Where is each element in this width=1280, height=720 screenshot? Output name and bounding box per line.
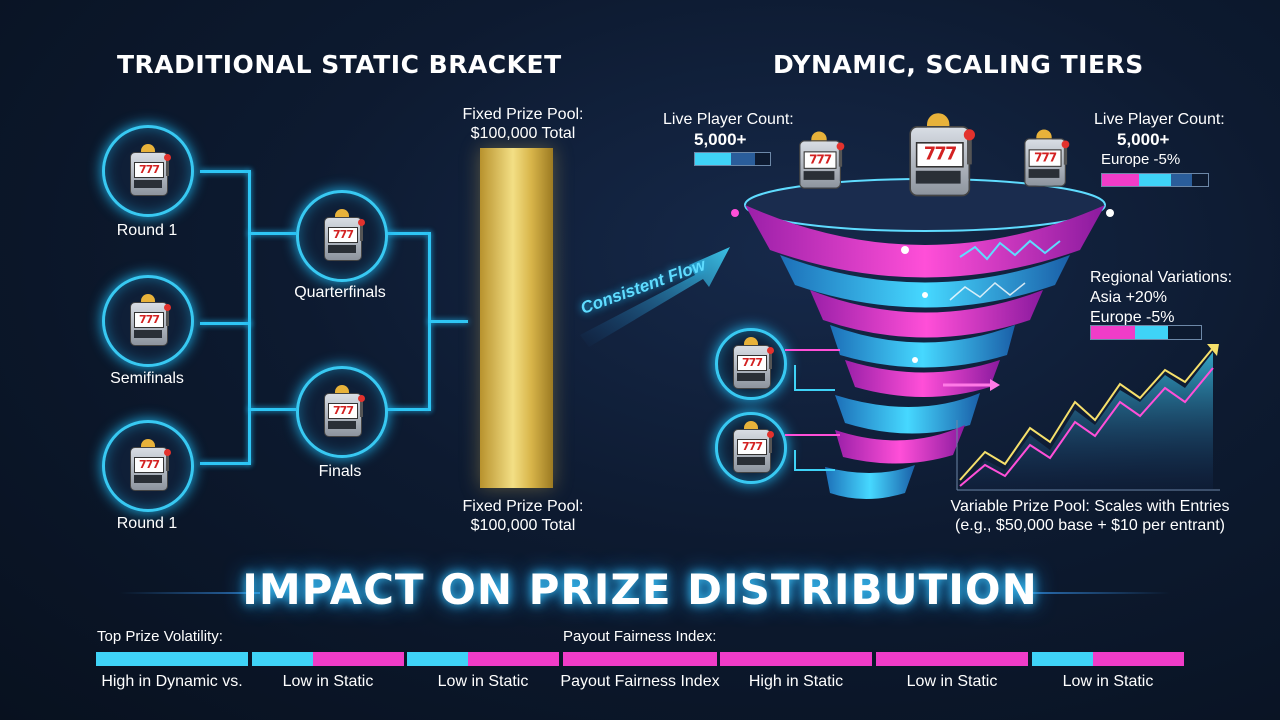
semifinals-label: Semifinals: [110, 370, 184, 387]
live-count-right-label: Live Player Count:: [1094, 111, 1225, 128]
slot-machine-icon: 777: [320, 383, 365, 437]
impact-label-7: Low in Static: [1062, 673, 1154, 690]
fixed-prize-bottom-label: Fixed Prize Pool: $100,000 Total: [448, 497, 598, 535]
fixed-prize-top-label: Fixed Prize Pool: $100,000 Total: [448, 105, 598, 143]
impact-bar-4: [563, 652, 717, 666]
impact-label-4: Payout Fairness Index: [560, 673, 720, 690]
finals-label: Finals: [318, 463, 362, 480]
impact-bar-5: [720, 652, 872, 666]
impact-bar-6: [876, 652, 1028, 666]
slot-machine-icon: 777: [126, 292, 171, 346]
slot-machine-icon: 777: [795, 129, 845, 189]
impact-title: IMPACT ON PRIZE DISTRIBUTION: [242, 565, 1038, 614]
slot-machine-icon: 777: [1020, 127, 1070, 187]
fixed-prize-pool-bar: [480, 148, 553, 488]
payout-fairness-label: Payout Fairness Index:: [563, 628, 717, 645]
regional-connectors: [785, 349, 840, 471]
slot-machine-icon: 777: [126, 142, 171, 196]
title-divider-right: [1030, 592, 1170, 594]
regional-node-upper: 777: [715, 328, 787, 400]
bracket-connector: [248, 408, 296, 411]
live-count-left-label: Live Player Count:: [663, 111, 794, 128]
round1-top-node: 777: [102, 125, 194, 217]
regional-bar: [1090, 325, 1202, 340]
scaling-tiers-funnel: [731, 178, 1114, 499]
impact-bar-7: [1032, 652, 1184, 666]
slot-machine-icon: 777: [126, 437, 171, 491]
regional-node-lower: 777: [715, 412, 787, 484]
static-bracket-title: TRADITIONAL STATIC BRACKET: [117, 50, 562, 79]
live-count-right-value: 5,000+: [1117, 130, 1170, 149]
finals-node: 777: [296, 366, 388, 458]
variable-prize-line1: Variable Prize Pool: Scales with Entries: [950, 498, 1230, 515]
impact-label-1: High in Dynamic vs.: [101, 673, 243, 690]
bracket-connector: [248, 322, 251, 465]
bracket-connector: [428, 320, 468, 323]
consistent-flow-arrow: [580, 247, 730, 347]
top-prize-volatility-label: Top Prize Volatility:: [97, 628, 223, 645]
impact-bar-1: [96, 652, 248, 666]
quarterfinals-label: Quarterfinals: [294, 284, 386, 301]
bracket-connector: [386, 232, 430, 235]
bracket-connector: [200, 170, 250, 173]
impact-bar-3: [407, 652, 559, 666]
round1-bottom-node: 777: [102, 420, 194, 512]
fixed-prize-bottom-line2: $100,000 Total: [470, 517, 576, 534]
impact-bar-2: [252, 652, 404, 666]
fixed-prize-top-line2: $100,000 Total: [470, 125, 576, 142]
variable-prize-label: Variable Prize Pool: Scales with Entries…: [950, 497, 1230, 535]
impact-label-6: Low in Static: [906, 673, 998, 690]
bracket-connector: [386, 408, 430, 411]
slot-machine-icon: 777: [729, 419, 774, 473]
regional-variations: Regional Variations: Asia +20% Europe -5…: [1090, 268, 1232, 328]
bracket-connector: [200, 462, 250, 465]
title-divider-left: [120, 592, 260, 594]
slot-machine-featured-icon: 777: [903, 110, 975, 197]
semifinals-node: 777: [102, 275, 194, 367]
round1-bottom-label: Round 1: [116, 515, 178, 532]
live-count-left-bar: [694, 152, 771, 166]
bracket-connector: [248, 232, 296, 235]
regional-europe: Europe -5%: [1090, 309, 1175, 326]
regional-title: Regional Variations:: [1090, 269, 1233, 286]
live-count-right-sub: Europe -5%: [1101, 151, 1181, 168]
fixed-prize-bottom-line1: Fixed Prize Pool:: [462, 498, 584, 515]
dynamic-tiers-title: DYNAMIC, SCALING TIERS: [773, 50, 1144, 79]
fixed-prize-top-line1: Fixed Prize Pool:: [462, 106, 584, 123]
slot-machine-icon: 777: [320, 207, 365, 261]
impact-label-3: Low in Static: [437, 673, 529, 690]
impact-label-2: Low in Static: [282, 673, 374, 690]
bracket-connector: [248, 170, 251, 325]
bracket-connector: [200, 322, 250, 325]
impact-label-5: High in Static: [748, 673, 844, 690]
live-count-right-bar: [1101, 173, 1209, 187]
slot-machine-icon: 777: [729, 335, 774, 389]
quarterfinals-node: 777: [296, 190, 388, 282]
round1-top-label: Round 1: [116, 222, 178, 239]
live-count-left-value: 5,000+: [694, 130, 747, 149]
variable-prize-line2: (e.g., $50,000 base + $10 per entrant): [955, 517, 1225, 534]
regional-asia: Asia +20%: [1090, 289, 1167, 306]
variable-prize-growth-chart: [956, 344, 1220, 491]
